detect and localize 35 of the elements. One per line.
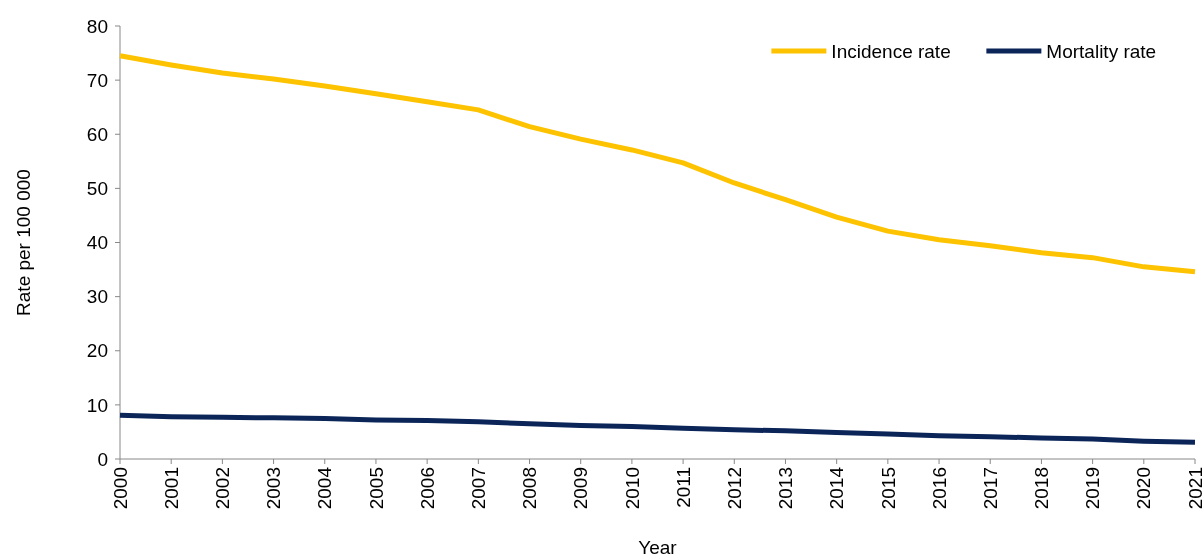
x-tick-label: 2000 [109, 467, 131, 510]
x-tick-label: 2003 [263, 467, 285, 510]
x-tick-label: 2017 [979, 467, 1001, 510]
y-tick-label: 60 [86, 123, 108, 145]
legend-label: Incidence rate [831, 40, 951, 62]
x-tick-label: 2021 [1184, 467, 1203, 510]
x-tick-label: 2006 [416, 467, 438, 510]
x-tick-label: 2014 [826, 466, 848, 510]
x-tick-label: 2015 [877, 467, 899, 510]
x-tick-label: 2001 [160, 467, 182, 510]
x-tick-label: 2010 [621, 467, 643, 510]
y-tick-label: 30 [86, 286, 108, 308]
x-tick-label: 2008 [519, 467, 541, 510]
x-tick-label: 2020 [1133, 467, 1155, 510]
x-tick-label: 2005 [365, 467, 387, 510]
x-tick-label: 2019 [1082, 467, 1104, 510]
x-tick-label: 2011 [672, 467, 694, 508]
y-axis-title: Rate per 100 000 [13, 169, 34, 316]
y-tick-label: 50 [86, 178, 108, 200]
x-tick-label: 2018 [1031, 467, 1053, 510]
x-tick-label: 2013 [775, 467, 797, 510]
y-tick-label: 70 [86, 69, 108, 91]
y-tick-label: 80 [86, 15, 108, 37]
x-tick-label: 2002 [212, 467, 234, 510]
y-tick-label: 20 [86, 340, 108, 362]
y-tick-label: 10 [86, 394, 108, 416]
x-tick-label: 2012 [723, 467, 745, 510]
x-axis-title: Year [638, 537, 678, 556]
y-tick-label: 40 [86, 232, 108, 254]
x-tick-label: 2009 [570, 467, 592, 510]
x-tick-label: 2007 [467, 467, 489, 510]
legend-label: Mortality rate [1046, 40, 1157, 62]
x-tick-label: 2016 [928, 467, 950, 510]
x-tick-label: 2004 [314, 466, 336, 510]
y-tick-label: 0 [97, 448, 108, 470]
